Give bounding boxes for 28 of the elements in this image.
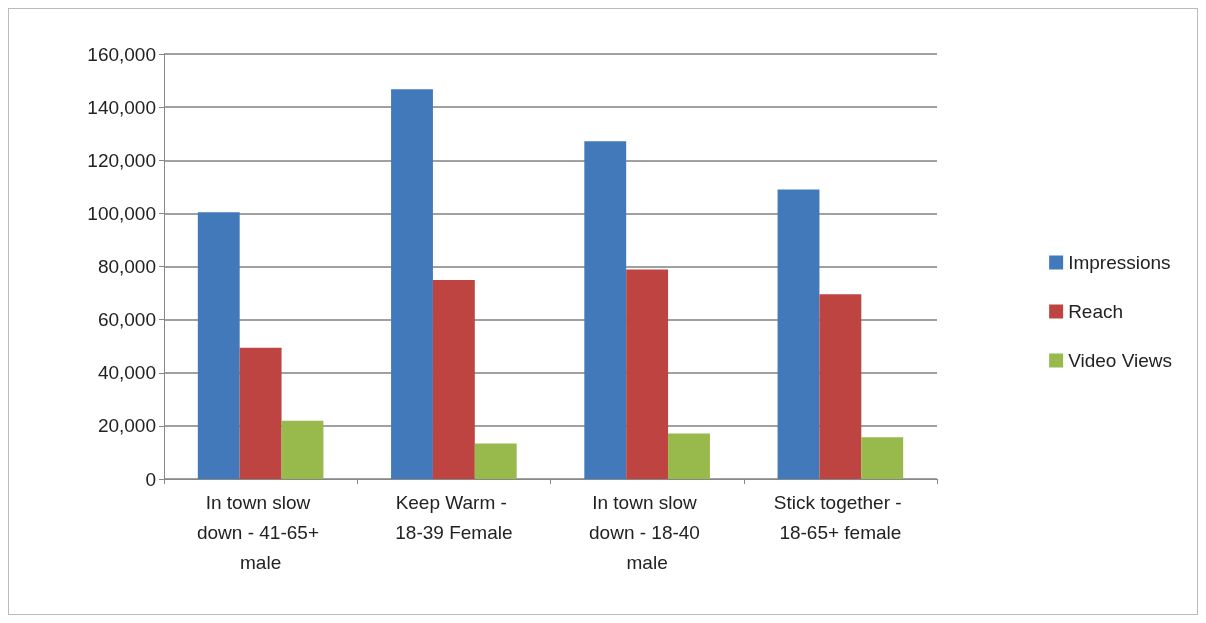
x-tick-label: In town slow down - 41-65+ male [196, 491, 325, 573]
y-tick-label: 160,000 [87, 43, 156, 65]
x-tick-label: In town slow down - 18-40 male [589, 491, 706, 573]
bar [391, 89, 433, 479]
x-tick-label: Stick together - 18-65+ female [773, 491, 907, 543]
bar [239, 347, 282, 479]
bar [626, 269, 669, 479]
x-tick-label: Keep Warm - 18-39 Female [395, 491, 513, 543]
y-tick-label: 0 [145, 468, 156, 490]
legend-label: Video Views [1068, 350, 1173, 371]
y-tick-label: 80,000 [97, 256, 156, 277]
bar [281, 420, 324, 479]
bar [861, 437, 904, 479]
bar [777, 189, 820, 479]
bar [819, 294, 862, 479]
bar [197, 212, 240, 479]
bar [474, 443, 517, 479]
bar [584, 141, 627, 479]
y-tick-label: 60,000 [97, 309, 156, 331]
y-tick-label: 100,000 [87, 202, 156, 224]
y-tick-label: 120,000 [87, 149, 156, 171]
legend-label: Impressions [1068, 252, 1171, 273]
legend-label: Reach [1068, 301, 1124, 322]
bar [668, 433, 710, 479]
y-tick-label: 40,000 [97, 362, 156, 384]
y-tick-label: 20,000 [97, 415, 156, 437]
bar [432, 280, 475, 479]
y-tick-label: 140,000 [87, 96, 156, 118]
